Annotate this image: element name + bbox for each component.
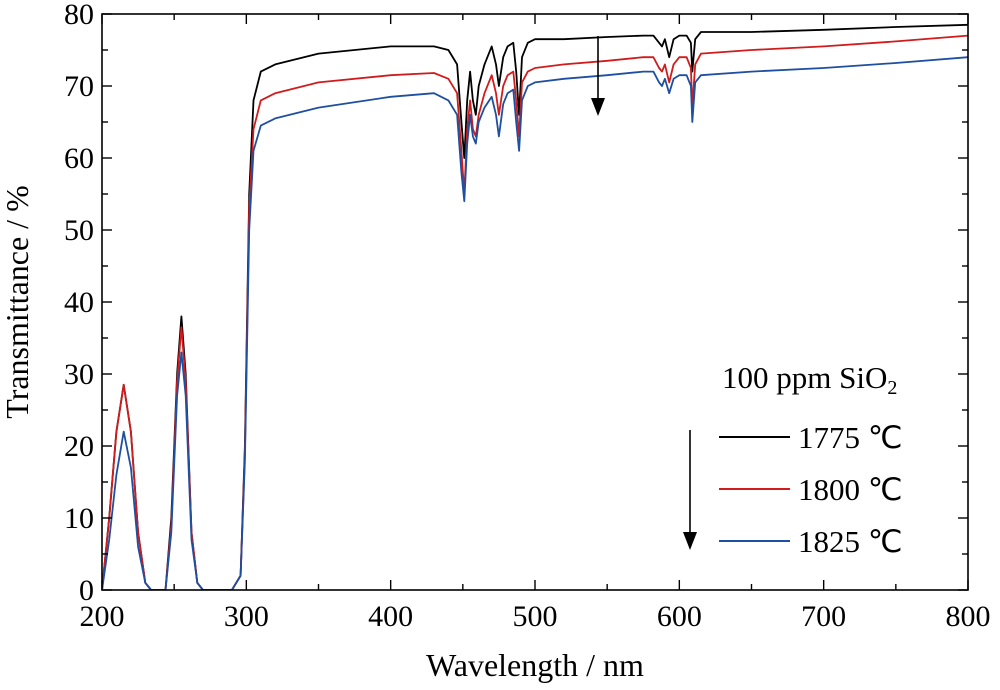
y-tick-label: 0 <box>79 574 94 607</box>
ticks-layer <box>101 13 969 591</box>
y-axis-title: Transmittance / % <box>0 185 35 418</box>
series-layer <box>102 23 968 590</box>
x-tick-label: 200 <box>80 600 125 633</box>
series-line-2 <box>102 56 968 590</box>
y-tick-label: 20 <box>64 430 94 463</box>
y-tick-label: 10 <box>64 502 94 535</box>
y-tick-label: 40 <box>64 286 94 319</box>
x-tick-label: 700 <box>801 600 846 633</box>
legend-title-main: 100 ppm SiO <box>722 360 887 395</box>
x-tick-label: 800 <box>946 600 991 633</box>
x-tick-label: 500 <box>513 600 558 633</box>
x-tick-label: 400 <box>368 600 413 633</box>
legend-title: 100 ppm SiO2 <box>722 360 897 399</box>
y-tick-label: 80 <box>64 0 94 31</box>
decrease-arrow-legend <box>683 430 697 550</box>
x-tick-label: 300 <box>224 600 269 633</box>
x-tick-label: 600 <box>657 600 702 633</box>
x-tick-labels: 200 300 400 500 600 700 800 <box>80 600 991 633</box>
y-tick-label: 60 <box>64 142 94 175</box>
legend-label-2: 1825 ℃ <box>798 524 903 559</box>
y-tick-label: 70 <box>64 70 94 103</box>
series-line-1 <box>102 34 968 590</box>
y-tick-labels: 0 10 20 30 40 50 60 70 80 <box>64 0 94 607</box>
legend-label-0: 1775 ℃ <box>798 420 903 455</box>
series-line-0 <box>102 23 968 590</box>
legend: 100 ppm SiO2 1775 ℃ 1800 ℃ 1825 ℃ <box>719 360 903 559</box>
x-axis-title: Wavelength / nm <box>426 647 644 683</box>
legend-entries: 1775 ℃ 1800 ℃ 1825 ℃ <box>719 420 903 559</box>
y-tick-label: 50 <box>64 214 94 247</box>
y-tick-label: 30 <box>64 358 94 391</box>
decrease-arrow-top <box>591 36 605 116</box>
legend-label-1: 1800 ℃ <box>798 472 903 507</box>
legend-title-subscript: 2 <box>887 377 897 399</box>
